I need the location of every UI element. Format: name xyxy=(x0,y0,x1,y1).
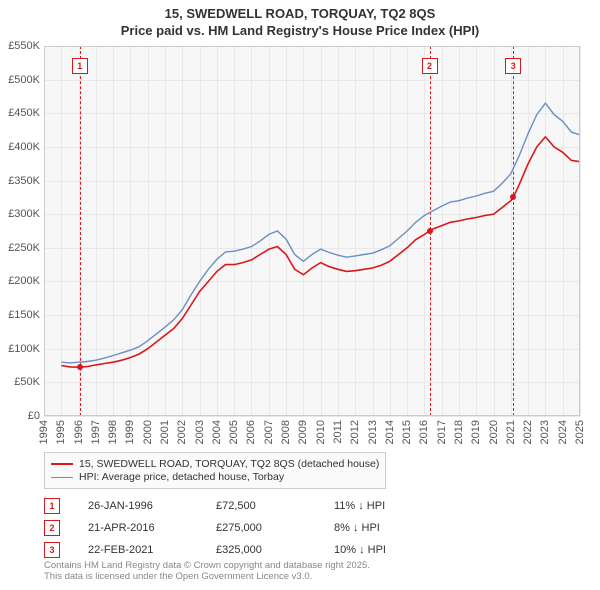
x-tick-label: 2021 xyxy=(505,420,517,444)
x-tick-label: 2004 xyxy=(211,420,223,444)
legend-label: 15, SWEDWELL ROAD, TORQUAY, TQ2 8QS (det… xyxy=(79,458,379,470)
x-tick-label: 2024 xyxy=(557,420,569,444)
y-tick-label: £100K xyxy=(0,343,40,355)
sale-diff: 8% ↓ HPI xyxy=(334,522,424,534)
x-tick-label: 1997 xyxy=(90,420,102,444)
x-tick-label: 2007 xyxy=(263,420,275,444)
sale-table-row: 3 22-FEB-2021 £325,000 10% ↓ HPI xyxy=(44,542,424,558)
y-tick-label: £250K xyxy=(0,242,40,254)
gridline-vertical xyxy=(580,46,581,416)
legend-swatch xyxy=(51,463,73,465)
x-tick-label: 2010 xyxy=(315,420,327,444)
x-tick-label: 2015 xyxy=(401,420,413,444)
x-tick-label: 2005 xyxy=(228,420,240,444)
x-tick-label: 1996 xyxy=(73,420,85,444)
x-tick-label: 2025 xyxy=(574,420,586,444)
series-line-price_paid xyxy=(61,137,580,367)
sale-diff: 11% ↓ HPI xyxy=(334,500,424,512)
y-tick-label: £50K xyxy=(0,376,40,388)
x-tick-label: 2011 xyxy=(332,420,344,444)
x-tick-label: 2023 xyxy=(539,420,551,444)
sale-price: £275,000 xyxy=(216,522,306,534)
x-tick-label: 1995 xyxy=(55,420,67,444)
legend: 15, SWEDWELL ROAD, TORQUAY, TQ2 8QS (det… xyxy=(44,452,386,489)
x-tick-label: 1998 xyxy=(107,420,119,444)
x-tick-label: 2009 xyxy=(297,420,309,444)
x-tick-label: 2003 xyxy=(194,420,206,444)
x-tick-label: 1994 xyxy=(38,420,50,444)
y-tick-label: £400K xyxy=(0,141,40,153)
y-tick-label: £450K xyxy=(0,107,40,119)
x-tick-label: 2001 xyxy=(159,420,171,444)
y-tick-label: £300K xyxy=(0,208,40,220)
legend-item: HPI: Average price, detached house, Torb… xyxy=(51,471,379,483)
legend-item: 15, SWEDWELL ROAD, TORQUAY, TQ2 8QS (det… xyxy=(51,458,379,470)
legend-label: HPI: Average price, detached house, Torb… xyxy=(79,471,284,483)
y-tick-label: £550K xyxy=(0,40,40,52)
sale-diff: 10% ↓ HPI xyxy=(334,544,424,556)
attribution-line1: Contains HM Land Registry data © Crown c… xyxy=(44,560,370,571)
x-tick-label: 1999 xyxy=(124,420,136,444)
sale-date: 26-JAN-1996 xyxy=(88,500,188,512)
attribution: Contains HM Land Registry data © Crown c… xyxy=(44,560,370,583)
sale-table-row: 1 26-JAN-1996 £72,500 11% ↓ HPI xyxy=(44,498,424,514)
x-tick-label: 2002 xyxy=(176,420,188,444)
sale-date: 21-APR-2016 xyxy=(88,522,188,534)
sale-table-marker: 1 xyxy=(44,498,60,514)
title-line1: 15, SWEDWELL ROAD, TORQUAY, TQ2 8QS xyxy=(0,6,600,23)
sale-table-marker: 2 xyxy=(44,520,60,536)
series-line-hpi xyxy=(61,103,580,363)
title-line2: Price paid vs. HM Land Registry's House … xyxy=(0,23,600,40)
x-tick-label: 2014 xyxy=(384,420,396,444)
chart-title: 15, SWEDWELL ROAD, TORQUAY, TQ2 8QS Pric… xyxy=(0,0,600,40)
sales-table: 1 26-JAN-1996 £72,500 11% ↓ HPI 2 21-APR-2016… xyxy=(44,498,424,564)
chart-lines-svg xyxy=(44,46,580,416)
sale-table-marker: 3 xyxy=(44,542,60,558)
x-tick-label: 2017 xyxy=(436,420,448,444)
x-tick-label: 2020 xyxy=(488,420,500,444)
sale-price: £72,500 xyxy=(216,500,306,512)
x-tick-label: 2013 xyxy=(367,420,379,444)
legend-swatch xyxy=(51,477,73,478)
y-tick-label: £0 xyxy=(0,410,40,422)
y-tick-label: £150K xyxy=(0,309,40,321)
y-tick-label: £200K xyxy=(0,275,40,287)
sale-table-row: 2 21-APR-2016 £275,000 8% ↓ HPI xyxy=(44,520,424,536)
y-tick-label: £350K xyxy=(0,175,40,187)
chart-area: 123 £0£50K£100K£150K£200K£250K£300K£350K… xyxy=(44,46,580,416)
x-tick-label: 2022 xyxy=(522,420,534,444)
gridline-horizontal xyxy=(44,416,580,417)
y-tick-label: £500K xyxy=(0,74,40,86)
x-tick-label: 2000 xyxy=(142,420,154,444)
sale-price: £325,000 xyxy=(216,544,306,556)
x-tick-label: 2008 xyxy=(280,420,292,444)
x-tick-label: 2016 xyxy=(418,420,430,444)
attribution-line2: This data is licensed under the Open Gov… xyxy=(44,571,370,582)
x-tick-label: 2018 xyxy=(453,420,465,444)
x-tick-label: 2006 xyxy=(245,420,257,444)
x-tick-label: 2019 xyxy=(470,420,482,444)
sale-date: 22-FEB-2021 xyxy=(88,544,188,556)
x-tick-label: 2012 xyxy=(349,420,361,444)
